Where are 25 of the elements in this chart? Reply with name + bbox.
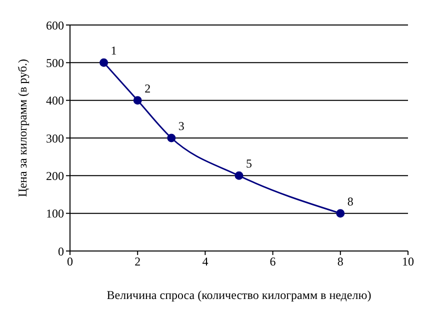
point	[336, 209, 345, 218]
point	[133, 96, 142, 105]
y-tick-label: 300	[46, 131, 64, 146]
x-tick-label: 4	[202, 254, 208, 269]
y-tick-label: 200	[46, 168, 64, 183]
y-tick-label: 100	[46, 206, 64, 221]
x-tick-label: 8	[337, 254, 344, 269]
point	[100, 58, 108, 67]
annotation: 8	[347, 194, 354, 208]
y-tick-label: 400	[46, 94, 64, 108]
x-tick-label: 0	[67, 254, 73, 269]
x-tick-label: 6	[270, 254, 276, 269]
annotation: 1	[110, 44, 117, 58]
x-axis-title: Величина спроса (количество килограмм в неделю)	[106, 288, 372, 302]
annotation: 3	[178, 119, 184, 133]
y-tick-label: 600	[46, 18, 64, 32]
point	[234, 171, 244, 180]
x-tick-label: 2	[134, 254, 141, 269]
annotation: 2	[144, 81, 151, 96]
annotation: 5	[246, 156, 252, 171]
y-axis-title: Цена за килограмм (в руб.)	[15, 59, 30, 197]
y-tick-label: 0	[58, 244, 64, 258]
y-tick-label: 500	[46, 56, 64, 70]
x-tick-label: 10	[402, 254, 414, 269]
point	[167, 134, 176, 142]
